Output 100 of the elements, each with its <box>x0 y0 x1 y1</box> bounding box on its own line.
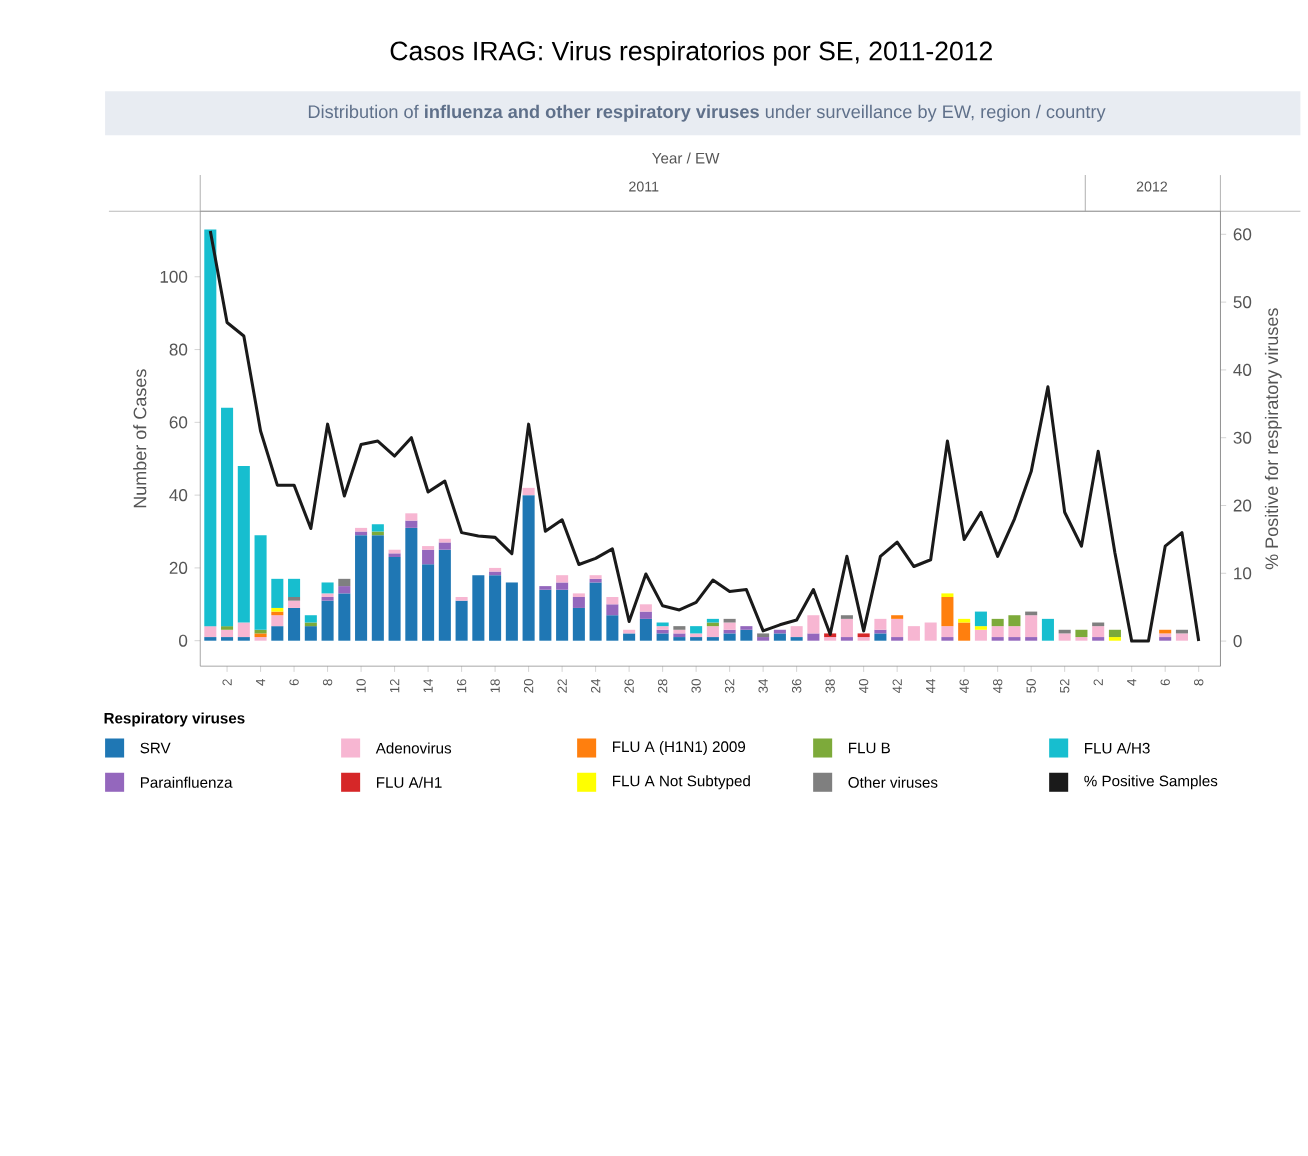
bar <box>974 611 987 627</box>
bar <box>221 408 234 627</box>
bar <box>1075 630 1088 638</box>
bar <box>405 528 418 642</box>
bar <box>355 535 368 642</box>
bar <box>438 550 451 642</box>
bar <box>606 597 619 605</box>
bar <box>237 622 250 638</box>
bar <box>656 633 669 642</box>
y-tick-label: 60 <box>169 416 188 429</box>
bar <box>288 579 301 598</box>
bar <box>505 582 518 642</box>
bar <box>941 597 954 627</box>
bar <box>221 630 234 638</box>
bar <box>204 229 217 627</box>
y2-tick-label: 20 <box>1233 499 1252 512</box>
bar <box>958 622 971 642</box>
bar <box>489 575 502 642</box>
bar <box>271 615 284 627</box>
bar <box>572 597 585 609</box>
bar <box>840 619 853 638</box>
bar <box>606 604 619 616</box>
bar <box>556 575 569 583</box>
bar <box>556 582 569 591</box>
bar <box>371 524 384 532</box>
bar <box>556 590 569 642</box>
bar <box>1008 615 1021 627</box>
bar <box>254 535 267 631</box>
bar <box>623 633 636 642</box>
bar <box>974 630 987 642</box>
bar <box>740 630 753 642</box>
bar <box>706 626 719 638</box>
bar <box>874 619 887 631</box>
bar <box>271 626 284 642</box>
y-tick-label: 20 <box>169 562 188 575</box>
bar <box>455 601 468 642</box>
bar <box>304 615 317 623</box>
y-tick-label: 40 <box>169 489 188 502</box>
bar <box>338 586 351 594</box>
bar <box>522 495 535 642</box>
bar <box>288 601 301 609</box>
y2-tick-label: 30 <box>1233 432 1252 445</box>
chart-subtitle: Distribution of influenza and other respiratory viruses under surveillance by EW, region / country <box>308 105 1106 123</box>
bar <box>204 626 217 638</box>
bar <box>790 626 803 638</box>
bar <box>338 593 351 642</box>
bar <box>237 466 250 623</box>
bar <box>991 626 1004 638</box>
bar <box>606 615 619 642</box>
bar <box>405 520 418 529</box>
bar <box>288 608 301 642</box>
bar <box>1175 633 1188 642</box>
bar <box>723 622 736 631</box>
chart-title: Casos IRAG: Virus respiratorios por SE, 2011-2012 <box>390 41 992 66</box>
bar <box>1008 626 1021 638</box>
bar <box>304 626 317 642</box>
bar <box>422 550 435 565</box>
bar <box>589 582 602 642</box>
bar <box>321 601 334 642</box>
y2-tick-label: 50 <box>1233 296 1252 309</box>
bar <box>371 535 384 642</box>
bar <box>472 575 485 642</box>
bar <box>639 611 652 620</box>
bar <box>572 608 585 642</box>
bar <box>639 619 652 642</box>
bar <box>807 615 820 634</box>
y-tick-label: 80 <box>169 343 188 356</box>
bar <box>522 488 535 496</box>
y2-tick-label: 60 <box>1233 228 1252 241</box>
bar <box>891 619 904 638</box>
bar <box>723 633 736 642</box>
bar <box>924 622 937 642</box>
bar <box>338 579 351 587</box>
bar <box>941 626 954 638</box>
y2-tick-label: 0 <box>1233 635 1242 648</box>
bar <box>690 626 703 634</box>
bar <box>422 564 435 642</box>
bar <box>388 557 401 642</box>
y-tick-label: 100 <box>160 271 188 284</box>
bar <box>1025 615 1038 638</box>
bar <box>639 604 652 612</box>
y-tick-label: 0 <box>179 634 188 648</box>
bar <box>991 619 1004 627</box>
y2-tick-label: 10 <box>1234 567 1252 580</box>
bar <box>438 542 451 551</box>
bar <box>907 626 920 642</box>
y2-tick-label: 40 <box>1233 364 1252 377</box>
bar <box>1092 626 1105 638</box>
bar <box>1108 630 1121 638</box>
y2-axis-title: % Positive for respiratory viruses <box>1264 308 1282 570</box>
bar <box>807 633 820 642</box>
bar <box>271 579 284 609</box>
line-series <box>208 229 1201 643</box>
bar <box>405 513 418 521</box>
bar <box>874 633 887 642</box>
bar <box>321 582 334 594</box>
bar <box>1058 633 1071 642</box>
y-axis-title: Number of Cases <box>133 369 147 508</box>
bar <box>773 633 786 642</box>
bar <box>1041 619 1054 642</box>
